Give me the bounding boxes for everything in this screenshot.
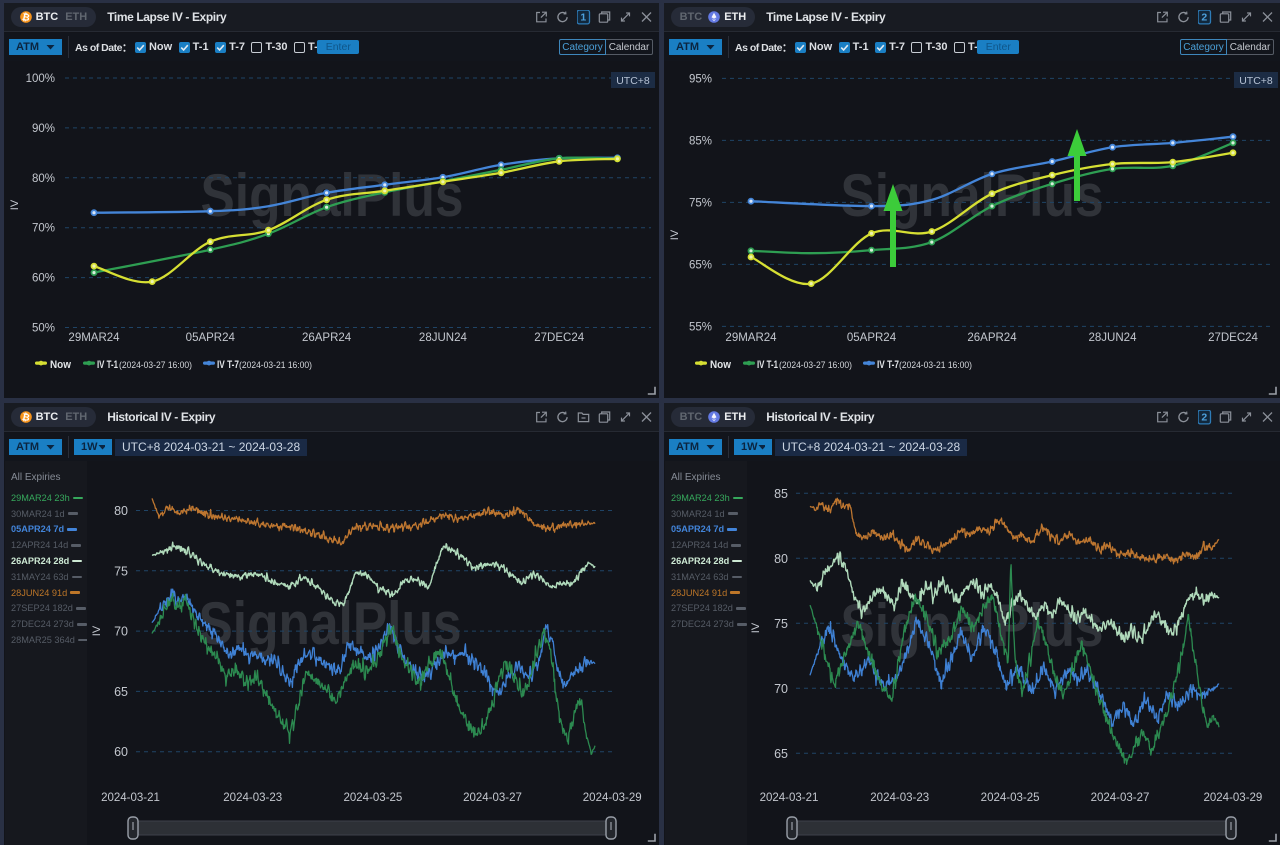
svg-text:2024-03-21: 2024-03-21 [101, 792, 160, 804]
svg-text:05APR24: 05APR24 [186, 332, 236, 344]
svg-text:2024-03-27: 2024-03-27 [1091, 792, 1150, 804]
svg-text:85%: 85% [689, 135, 712, 147]
svg-text:2024-03-25: 2024-03-25 [343, 792, 402, 804]
svg-text:28JUN24: 28JUN24 [419, 332, 468, 344]
svg-text:2024-03-29: 2024-03-29 [1203, 792, 1262, 804]
svg-text:75: 75 [774, 617, 788, 631]
svg-text:29MAR24: 29MAR24 [725, 332, 777, 344]
svg-text:55%: 55% [689, 321, 712, 333]
svg-text:SignalPlus: SignalPlus [201, 162, 464, 229]
svg-text:UTC+8: UTC+8 [616, 75, 650, 87]
svg-text:(2024-03-27 16:00): (2024-03-27 16:00) [779, 360, 852, 370]
svg-text:80: 80 [774, 552, 788, 566]
svg-text:IV T-1: IV T-1 [97, 359, 118, 371]
svg-text:IV T-1: IV T-1 [757, 359, 778, 371]
svg-text:IV T-7: IV T-7 [877, 359, 899, 371]
svg-text:₿: ₿ [20, 12, 30, 23]
svg-text:26APR24: 26APR24 [967, 332, 1017, 344]
svg-text:80: 80 [114, 504, 128, 518]
svg-text:29MAR24: 29MAR24 [68, 332, 120, 344]
svg-text:2: 2 [1201, 11, 1207, 23]
svg-text:2024-03-23: 2024-03-23 [870, 792, 929, 804]
svg-text:26APR24: 26APR24 [302, 332, 352, 344]
svg-text:1: 1 [580, 11, 586, 23]
svg-text:65: 65 [114, 685, 128, 699]
svg-text:2024-03-23: 2024-03-23 [223, 792, 282, 804]
svg-text:IV T-7: IV T-7 [217, 359, 239, 371]
svg-text:2024-03-27: 2024-03-27 [463, 792, 522, 804]
svg-text:65: 65 [774, 747, 788, 761]
svg-text:(2024-03-27 16:00): (2024-03-27 16:00) [119, 360, 192, 370]
svg-text:70: 70 [114, 625, 128, 639]
svg-text:70: 70 [774, 682, 788, 696]
svg-text:2024-03-25: 2024-03-25 [981, 792, 1040, 804]
svg-text:27DEC24: 27DEC24 [1208, 332, 1258, 344]
svg-text:Now: Now [50, 359, 71, 371]
svg-text:100%: 100% [26, 73, 55, 85]
svg-text:2024-03-29: 2024-03-29 [583, 792, 642, 804]
svg-text:65%: 65% [689, 259, 712, 271]
svg-text:IV: IV [9, 199, 21, 210]
svg-text:27DEC24: 27DEC24 [534, 332, 584, 344]
svg-text:IV: IV [669, 229, 681, 240]
svg-text:90%: 90% [32, 123, 55, 135]
svg-text:75: 75 [114, 564, 128, 578]
svg-text:₿: ₿ [20, 412, 30, 423]
svg-text:60%: 60% [32, 273, 55, 285]
svg-text:95%: 95% [689, 73, 712, 85]
svg-text:(2024-03-21 16:00): (2024-03-21 16:00) [239, 360, 312, 370]
svg-text:50%: 50% [32, 323, 55, 335]
svg-text:Now: Now [710, 359, 731, 371]
svg-text:70%: 70% [32, 223, 55, 235]
svg-text:60: 60 [114, 745, 128, 759]
svg-text:75%: 75% [689, 197, 712, 209]
svg-text:85: 85 [774, 487, 788, 501]
svg-text:2: 2 [1201, 411, 1207, 423]
svg-text:28JUN24: 28JUN24 [1089, 332, 1138, 344]
svg-text:2024-03-21: 2024-03-21 [760, 792, 819, 804]
svg-text:(2024-03-21 16:00): (2024-03-21 16:00) [899, 360, 972, 370]
svg-text:UTC+8: UTC+8 [1239, 75, 1273, 87]
svg-text:IV: IV [750, 622, 762, 633]
svg-text:05APR24: 05APR24 [847, 332, 897, 344]
svg-text:80%: 80% [32, 173, 55, 185]
svg-text:IV: IV [91, 625, 103, 636]
